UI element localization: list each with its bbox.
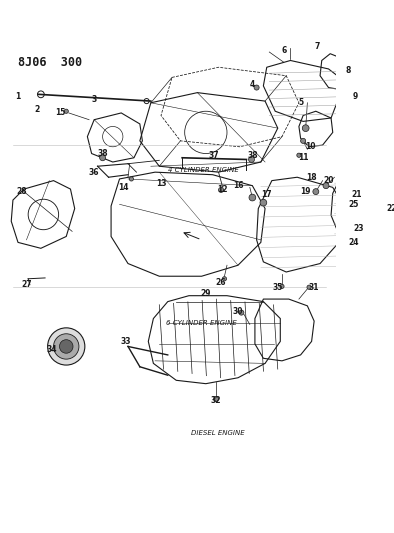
Circle shape: [59, 340, 73, 353]
Text: 6 CYLINDER ENGINE: 6 CYLINDER ENGINE: [166, 320, 237, 326]
Text: 38: 38: [97, 149, 108, 158]
Circle shape: [129, 177, 134, 181]
Text: 10: 10: [305, 142, 316, 151]
Text: DIESEL ENGINE: DIESEL ENGINE: [191, 430, 245, 437]
Text: 21: 21: [351, 190, 362, 199]
Text: 22: 22: [387, 204, 394, 213]
Circle shape: [254, 85, 259, 90]
Circle shape: [54, 334, 79, 359]
Text: 1: 1: [15, 92, 20, 101]
Text: 13: 13: [156, 179, 167, 188]
Text: 32: 32: [211, 396, 221, 405]
Circle shape: [307, 285, 311, 289]
Circle shape: [48, 328, 85, 365]
Text: 29: 29: [201, 289, 211, 297]
Circle shape: [302, 125, 309, 132]
Text: 4 CYLINDER ENGINE: 4 CYLINDER ENGINE: [168, 166, 238, 173]
Text: 28: 28: [16, 187, 27, 196]
Text: 7: 7: [315, 43, 320, 52]
Circle shape: [249, 157, 255, 163]
Circle shape: [249, 194, 256, 201]
Text: 24: 24: [349, 238, 359, 247]
Text: 3: 3: [91, 95, 97, 104]
Text: 8J06  300: 8J06 300: [18, 56, 82, 69]
Circle shape: [219, 188, 224, 192]
Text: 19: 19: [301, 187, 311, 196]
Text: 25: 25: [349, 200, 359, 209]
Text: 15: 15: [55, 108, 65, 117]
Text: 34: 34: [46, 345, 57, 354]
Text: 33: 33: [120, 337, 131, 346]
Text: 31: 31: [309, 282, 320, 292]
Text: 16: 16: [233, 181, 243, 190]
Text: 8: 8: [345, 66, 351, 75]
Circle shape: [349, 210, 354, 215]
Circle shape: [323, 183, 329, 189]
Text: 11: 11: [298, 154, 309, 162]
Text: 5: 5: [298, 98, 303, 107]
Text: 37: 37: [209, 151, 219, 160]
Circle shape: [349, 227, 354, 232]
Text: 2: 2: [34, 105, 39, 114]
Circle shape: [100, 155, 106, 161]
Text: 20: 20: [323, 176, 334, 185]
Text: 30: 30: [233, 307, 243, 316]
Text: 26: 26: [216, 278, 226, 287]
Circle shape: [280, 284, 284, 288]
Circle shape: [301, 139, 306, 143]
Text: 35: 35: [273, 282, 283, 292]
Text: 27: 27: [21, 280, 32, 289]
Text: 23: 23: [353, 223, 363, 232]
Circle shape: [346, 240, 351, 245]
Text: 36: 36: [89, 168, 99, 176]
Circle shape: [222, 277, 227, 281]
Circle shape: [313, 189, 319, 195]
Circle shape: [297, 153, 301, 157]
Circle shape: [64, 109, 68, 114]
Text: 6: 6: [281, 46, 286, 55]
Circle shape: [239, 310, 244, 315]
Circle shape: [214, 397, 219, 401]
Text: 9: 9: [352, 92, 357, 101]
Text: 14: 14: [118, 183, 128, 192]
Circle shape: [260, 199, 267, 206]
Text: 38: 38: [247, 151, 258, 160]
Circle shape: [346, 200, 351, 205]
Text: 18: 18: [306, 173, 317, 182]
Text: 4: 4: [250, 79, 255, 88]
Text: 12: 12: [217, 184, 228, 193]
Text: 17: 17: [262, 190, 272, 199]
